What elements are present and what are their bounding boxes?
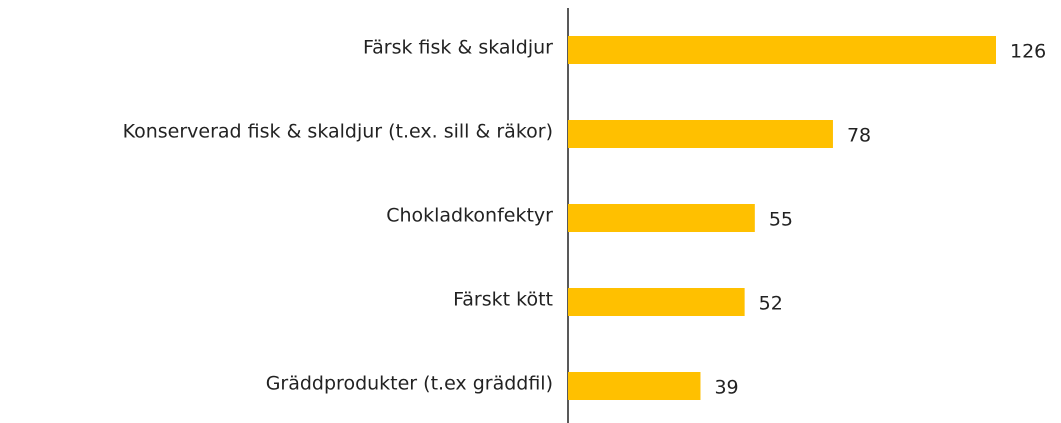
category-label: Färsk fisk & skaldjur — [363, 37, 553, 59]
bar — [568, 120, 833, 148]
value-label: 78 — [847, 125, 871, 147]
value-label: 126 — [1010, 41, 1046, 63]
bar — [568, 36, 996, 64]
bar — [568, 288, 745, 316]
category-label: Gräddprodukter (t.ex gräddfil) — [266, 373, 553, 395]
category-label: Färskt kött — [453, 289, 553, 311]
category-label: Chokladkonfektyr — [386, 205, 553, 227]
category-label: Konserverad fisk & skaldjur (t.ex. sill … — [123, 121, 553, 143]
value-label: 55 — [769, 209, 793, 231]
value-label: 39 — [714, 377, 738, 399]
bar — [568, 372, 701, 400]
value-label: 52 — [759, 293, 783, 315]
bar — [568, 204, 755, 232]
